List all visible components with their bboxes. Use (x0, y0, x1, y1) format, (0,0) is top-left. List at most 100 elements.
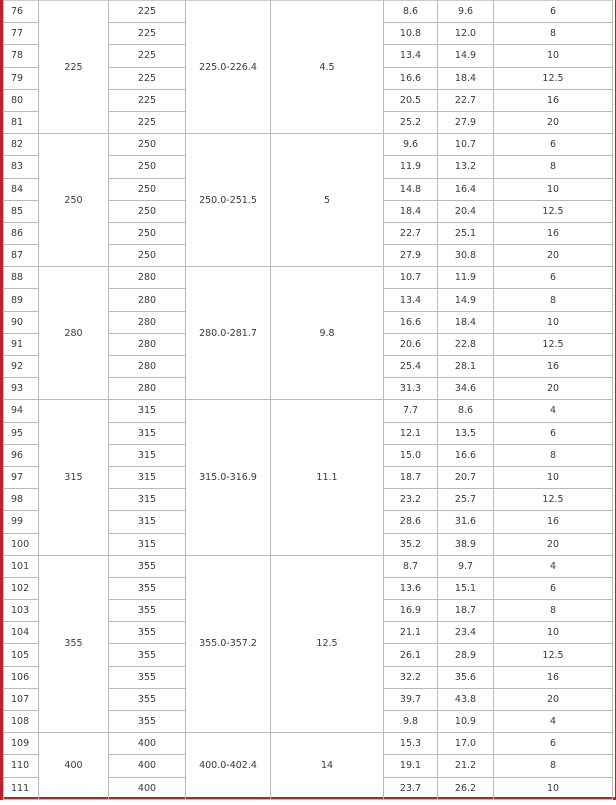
table-row: 80 225 20.5 22.7 16 (3, 88, 613, 112)
row-number-cell: 81 (3, 110, 39, 135)
row-number-cell: 102 (3, 576, 39, 601)
wall-thickness-max-cell: 13.2 (437, 155, 494, 179)
nominal-size-cell: 400 (108, 754, 186, 778)
table-row: 84 250 14.8 16.4 10 (3, 177, 613, 201)
table-row: 109 400 400 400.0-402.4 14 15.3 17.0 6 (3, 732, 613, 800)
pressure-rating-cell: 6 (493, 421, 613, 445)
wall-thickness-min-cell: 13.4 (383, 288, 438, 312)
wall-thickness-max-cell: 34.6 (437, 377, 494, 401)
row-number-cell: 82 (3, 133, 39, 157)
group-nominal-size-cell: 250 (38, 133, 109, 268)
pressure-rating-cell: 20 (493, 532, 613, 556)
pressure-rating-cell: 12.5 (493, 66, 613, 90)
wall-thickness-min-cell: 8.7 (383, 554, 438, 578)
wall-thickness-max-cell: 11.9 (437, 266, 494, 290)
pressure-rating-cell: 6 (493, 0, 613, 24)
nominal-size-cell: 280 (108, 288, 186, 312)
row-number-cell: 98 (3, 488, 39, 512)
nominal-size-cell: 280 (108, 310, 186, 334)
row-number-cell: 80 (3, 88, 39, 112)
wall-thickness-min-cell: 16.9 (383, 599, 438, 623)
pressure-rating-cell: 6 (493, 133, 613, 157)
nominal-size-cell: 225 (108, 0, 186, 24)
wall-thickness-max-cell: 8.6 (437, 399, 494, 423)
table-row: 102 355 13.6 15.1 6 (3, 576, 613, 601)
wall-thickness-max-cell: 12.0 (437, 22, 494, 46)
wall-thickness-max-cell: 14.9 (437, 288, 494, 312)
pressure-rating-cell: 16 (493, 88, 613, 112)
table-row: 95 315 12.1 13.5 6 (3, 421, 613, 445)
wall-thickness-min-cell: 14.8 (383, 177, 438, 201)
wall-thickness-max-cell: 20.7 (437, 465, 494, 490)
wall-thickness-max-cell: 10.7 (437, 133, 494, 157)
wall-thickness-max-cell: 20.4 (437, 199, 494, 223)
nominal-size-cell: 355 (108, 665, 186, 689)
wall-thickness-min-cell: 25.4 (383, 354, 438, 379)
pressure-rating-cell: 20 (493, 244, 613, 268)
row-number-cell: 97 (3, 465, 39, 490)
row-number-cell: 93 (3, 377, 39, 401)
wall-thickness-max-cell: 9.6 (437, 0, 494, 24)
wall-thickness-max-cell: 15.1 (437, 576, 494, 601)
table-row: 85 250 18.4 20.4 12.5 (3, 199, 613, 223)
wall-thickness-max-cell: 35.6 (437, 665, 494, 689)
row-number-cell: 89 (3, 288, 39, 312)
row-number-cell: 84 (3, 177, 39, 201)
nominal-size-cell: 250 (108, 133, 186, 157)
outer-diameter-range-cell: 225.0-226.4 (185, 0, 271, 135)
nominal-size-cell: 315 (108, 510, 186, 534)
wall-thickness-min-cell: 7.7 (383, 399, 438, 423)
nominal-size-cell: 355 (108, 621, 186, 645)
wall-thickness-min-cell: 23.2 (383, 488, 438, 512)
wall-thickness-max-cell: 13.5 (437, 421, 494, 445)
wall-thickness-min-cell: 16.6 (383, 310, 438, 334)
table-row: 76 225 225 225.0-226.4 4.5 8.6 9.6 6 (3, 0, 613, 135)
wall-thickness-max-cell: 9.7 (437, 554, 494, 578)
wall-thickness-min-cell: 15.3 (383, 732, 438, 756)
pressure-rating-cell: 8 (493, 155, 613, 179)
nominal-size-cell: 400 (108, 732, 186, 756)
wall-thickness-max-cell: 21.2 (437, 754, 494, 778)
nominal-size-cell: 355 (108, 709, 186, 734)
wall-thickness-min-cell: 13.4 (383, 44, 438, 68)
wall-thickness-min-cell: 10.8 (383, 22, 438, 46)
group-nominal-size-cell: 355 (38, 554, 109, 734)
pressure-rating-cell: 20 (493, 377, 613, 401)
outer-diameter-range-cell: 355.0-357.2 (185, 554, 271, 734)
row-number-cell: 87 (3, 244, 39, 268)
pressure-rating-cell: 10 (493, 776, 613, 800)
table-row: 88 280 280 280.0-281.7 9.8 10.7 11.9 6 (3, 266, 613, 401)
wall-thickness-min-cell: 28.6 (383, 510, 438, 534)
wall-thickness-min-cell: 15.0 (383, 443, 438, 467)
group-nominal-size-cell: 315 (38, 399, 109, 556)
table-row: 93 280 31.3 34.6 20 (3, 377, 613, 401)
table-row: 99 315 28.6 31.6 16 (3, 510, 613, 534)
nominal-size-cell: 315 (108, 443, 186, 467)
row-number-cell: 110 (3, 754, 39, 778)
wall-thickness-max-cell: 25.1 (437, 221, 494, 246)
wall-thickness-min-cell: 19.1 (383, 754, 438, 778)
row-number-cell: 100 (3, 532, 39, 556)
table-row: 92 280 25.4 28.1 16 (3, 354, 613, 379)
nominal-size-cell: 250 (108, 199, 186, 223)
nominal-size-cell: 280 (108, 377, 186, 401)
pressure-rating-cell: 12.5 (493, 332, 613, 357)
wall-thickness-max-cell: 14.9 (437, 44, 494, 68)
pressure-rating-cell: 10 (493, 44, 613, 68)
wall-thickness-min-cell: 26.1 (383, 643, 438, 667)
nominal-size-cell: 315 (108, 465, 186, 490)
row-number-cell: 91 (3, 332, 39, 357)
group-nominal-size-cell: 225 (38, 0, 109, 135)
pressure-rating-cell: 16 (493, 510, 613, 534)
outer-diameter-range-cell: 250.0-251.5 (185, 133, 271, 268)
nominal-size-cell: 355 (108, 599, 186, 623)
pressure-rating-cell: 6 (493, 732, 613, 756)
wall-thickness-max-cell: 18.4 (437, 310, 494, 334)
wall-thickness-max-cell: 38.9 (437, 532, 494, 556)
nominal-size-cell: 225 (108, 88, 186, 112)
wall-thickness-max-cell: 16.6 (437, 443, 494, 467)
row-number-cell: 92 (3, 354, 39, 379)
group-value-cell: 4.5 (270, 0, 384, 135)
pressure-rating-cell: 12.5 (493, 199, 613, 223)
wall-thickness-min-cell: 31.3 (383, 377, 438, 401)
